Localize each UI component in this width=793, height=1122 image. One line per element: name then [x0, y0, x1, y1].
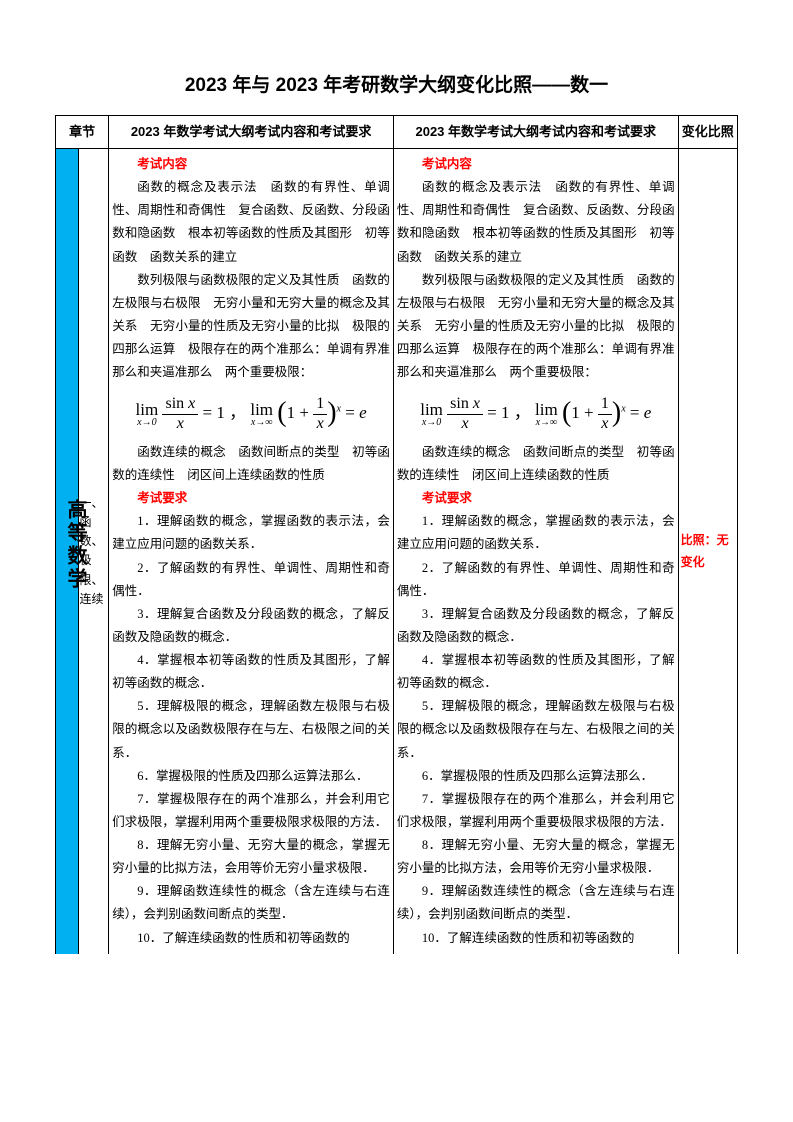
compare-cell: 比照：无变化: [678, 149, 737, 954]
req-3-b: 3．理解复合函数及分段函数的概念，了解反函数及隐函数的概念．: [397, 603, 675, 649]
req-7-b: 7．掌握极限存在的两个准那么，并会利用它们求极限，掌握利用两个重要极限求极限的方…: [397, 788, 675, 834]
req-2-b: 2．了解函数的有界性、单调性、周期性和奇偶性．: [397, 557, 675, 603]
req-title-b: 考试要求: [397, 487, 675, 510]
header-row: 章节 2023 年数学考试大纲考试内容和考试要求 2023 年数学考试大纲考试内…: [56, 116, 738, 149]
req-1-b: 1．理解函数的概念，掌握函数的表示法，会建立应用问题的函数关系．: [397, 510, 675, 556]
req-5-b: 5．理解极限的概念，理解函数左极限与右极限的概念以及函数极限存在与左、右极限之间…: [397, 695, 675, 764]
formula-limits-b: limx→0 sin xx = 1 ， limx→∞ (1 + 1x)x = e: [397, 384, 675, 441]
req-9-b: 9．理解函数连续性的概念（含左连续与右连续），会判别函数间断点的类型．: [397, 880, 675, 926]
req-4-b: 4．掌握根本初等函数的性质及其图形，了解初等函数的概念．: [397, 649, 675, 695]
req-7: 7．掌握极限存在的两个准那么，并会利用它们求极限，掌握利用两个重要极限求极限的方…: [112, 788, 390, 834]
content-p3: 函数连续的概念 函数间断点的类型 初等函数的连续性 闭区间上连续函数的性质: [112, 441, 390, 487]
syllabus-2023-b: 考试内容 函数的概念及表示法 函数的有界性、单调性、周期性和奇偶性 复合函数、反…: [393, 149, 678, 954]
req-5: 5．理解极限的概念，理解函数左极限与右极限的概念以及函数极限存在与左、右极限之间…: [112, 695, 390, 764]
header-col2: 2023 年数学考试大纲考试内容和考试要求: [109, 116, 394, 149]
req-2: 2．了解函数的有界性、单调性、周期性和奇偶性．: [112, 557, 390, 603]
content-p1-b: 函数的概念及表示法 函数的有界性、单调性、周期性和奇偶性 复合函数、反函数、分段…: [397, 176, 675, 269]
req-8: 8．理解无穷小量、无穷大量的概念，掌握无穷小量的比拟方法，会用等价无穷小量求极限…: [112, 834, 390, 880]
req-4: 4．掌握根本初等函数的性质及其图形，了解初等函数的概念．: [112, 649, 390, 695]
chapter-cell: 一、函数、极限、连续: [78, 149, 109, 954]
header-col4: 变化比照: [678, 116, 737, 149]
content-p1: 函数的概念及表示法 函数的有界性、单调性、周期性和奇偶性 复合函数、反函数、分段…: [112, 176, 390, 269]
req-title: 考试要求: [112, 487, 390, 510]
req-6: 6．掌握极限的性质及四那么运算法那么．: [112, 765, 390, 788]
req-9: 9．理解函数连续性的概念（含左连续与右连续），会判别函数间断点的类型．: [112, 880, 390, 926]
content-title: 考试内容: [112, 153, 390, 176]
content-p2-b: 数列极限与函数极限的定义及其性质 函数的左极限与右极限 无穷小量和无穷大量的概念…: [397, 269, 675, 385]
req-1: 1．理解函数的概念，掌握函数的表示法，会建立应用问题的函数关系．: [112, 510, 390, 556]
formula-limits: limx→0 sin xx = 1 ， limx→∞ (1 + 1x)x = e: [112, 384, 390, 441]
subject-cell: 高等数学: [56, 149, 79, 954]
header-col3: 2023 年数学考试大纲考试内容和考试要求: [393, 116, 678, 149]
req-3: 3．理解复合函数及分段函数的概念，了解反函数及隐函数的概念．: [112, 603, 390, 649]
req-6-b: 6．掌握极限的性质及四那么运算法那么．: [397, 765, 675, 788]
req-10-b: 10．了解连续函数的性质和初等函数的: [397, 927, 675, 950]
content-row: 高等数学 一、函数、极限、连续 考试内容 函数的概念及表示法 函数的有界性、单调…: [56, 149, 738, 954]
comparison-table: 章节 2023 年数学考试大纲考试内容和考试要求 2023 年数学考试大纲考试内…: [55, 115, 738, 954]
req-10: 10．了解连续函数的性质和初等函数的: [112, 927, 390, 950]
req-8-b: 8．理解无穷小量、无穷大量的概念，掌握无穷小量的比拟方法，会用等价无穷小量求极限…: [397, 834, 675, 880]
content-p2: 数列极限与函数极限的定义及其性质 函数的左极限与右极限 无穷小量和无穷大量的概念…: [112, 269, 390, 385]
content-title-b: 考试内容: [397, 153, 675, 176]
content-p3-b: 函数连续的概念 函数间断点的类型 初等函数的连续性 闭区间上连续函数的性质: [397, 441, 675, 487]
page-title: 2023 年与 2023 年考研数学大纲变化比照——数一: [55, 70, 738, 97]
header-chapter: 章节: [56, 116, 109, 149]
syllabus-2023-a: 考试内容 函数的概念及表示法 函数的有界性、单调性、周期性和奇偶性 复合函数、反…: [109, 149, 394, 954]
